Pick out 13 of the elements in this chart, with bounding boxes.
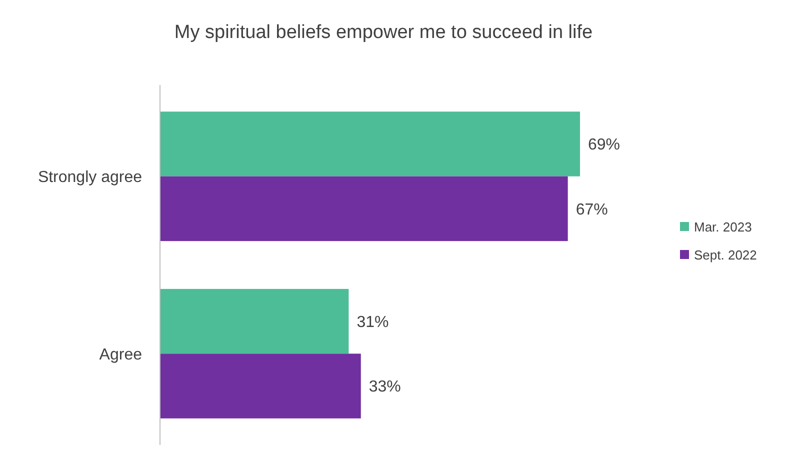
bar <box>160 176 568 242</box>
data-label: 31% <box>356 314 389 331</box>
data-label: 67% <box>576 201 608 218</box>
chart-title: My spiritual beliefs empower me to succeed in life <box>174 22 593 43</box>
y-tick-label: Strongly agree <box>38 168 142 186</box>
bar <box>160 288 349 354</box>
data-label: 33% <box>368 378 401 396</box>
legend-label: Mar. 2023 <box>694 220 752 235</box>
bar <box>160 354 361 418</box>
data-label: 69% <box>588 136 620 154</box>
bar <box>160 112 580 176</box>
y-tick-label: Agree <box>99 346 142 364</box>
legend-label: Sept. 2022 <box>694 248 757 263</box>
